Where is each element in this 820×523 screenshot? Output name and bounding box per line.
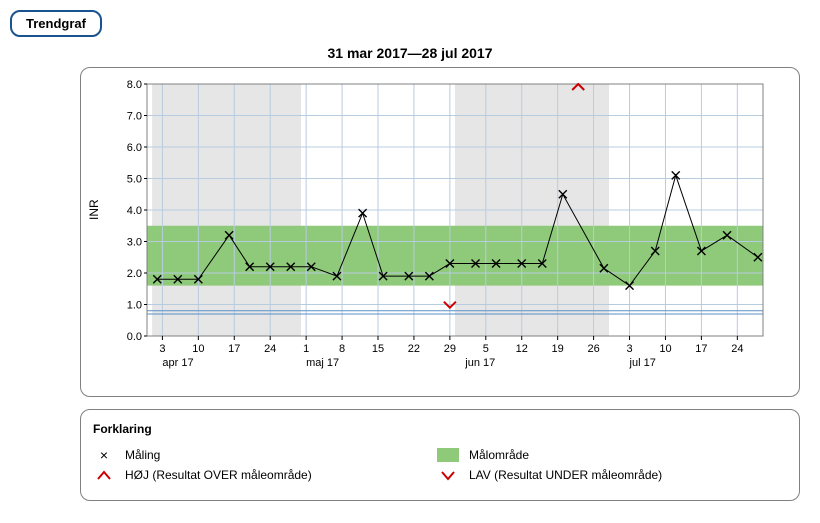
svg-text:10: 10	[659, 343, 671, 355]
legend-item-target: Målområde	[437, 448, 781, 462]
y-axis-label: INR	[87, 199, 101, 220]
svg-text:4.0: 4.0	[127, 205, 142, 217]
tab-trendgraf[interactable]: Trendgraf	[10, 10, 102, 37]
svg-text:26: 26	[587, 343, 599, 355]
legend-title: Forklaring	[93, 422, 781, 436]
svg-text:5.0: 5.0	[127, 174, 142, 186]
svg-text:3: 3	[626, 343, 632, 355]
svg-text:1: 1	[303, 343, 309, 355]
legend-label: LAV (Resultat UNDER måleområde)	[469, 468, 662, 482]
svg-text:19: 19	[552, 343, 564, 355]
svg-text:15: 15	[372, 343, 384, 355]
svg-text:apr 17: apr 17	[162, 357, 193, 369]
svg-text:24: 24	[731, 343, 743, 355]
legend-label: Måling	[125, 448, 160, 462]
legend-item-measurement: × Måling	[93, 448, 437, 462]
svg-text:5: 5	[483, 343, 489, 355]
caret-down-icon	[437, 468, 459, 482]
svg-text:17: 17	[695, 343, 707, 355]
svg-text:10: 10	[192, 343, 204, 355]
target-swatch-icon	[437, 448, 459, 462]
tab-label: Trendgraf	[26, 16, 86, 31]
svg-text:8.0: 8.0	[127, 80, 142, 91]
svg-text:0.0: 0.0	[127, 331, 142, 343]
svg-text:7.0: 7.0	[127, 111, 142, 123]
svg-text:2.0: 2.0	[127, 268, 142, 280]
svg-text:3.0: 3.0	[127, 237, 142, 249]
legend-item-low: LAV (Resultat UNDER måleområde)	[437, 468, 781, 482]
svg-text:22: 22	[408, 343, 420, 355]
svg-text:6.0: 6.0	[127, 142, 142, 154]
svg-text:3: 3	[159, 343, 165, 355]
svg-text:maj 17: maj 17	[306, 357, 339, 369]
legend-label: Målområde	[469, 448, 529, 462]
caret-up-icon	[93, 468, 115, 482]
svg-text:8: 8	[339, 343, 345, 355]
chart-panel: INR 0.0 1.0 2.0 3.0 4.0 5.0 6.0 7.0 8.0 3 10 17 24 1 8…	[80, 67, 800, 397]
svg-text:29: 29	[444, 343, 456, 355]
svg-text:jun 17: jun 17	[464, 357, 495, 369]
x-marker-icon: ×	[93, 448, 115, 462]
svg-text:24: 24	[264, 343, 276, 355]
trend-chart: 0.0 1.0 2.0 3.0 4.0 5.0 6.0 7.0 8.0 3 10 17 24 1 8 15 22…	[117, 80, 767, 380]
legend-panel: Forklaring × Måling Målområde HØJ (Resul…	[80, 409, 800, 501]
legend-label: HØJ (Resultat OVER måleområde)	[125, 468, 312, 482]
chart-title: 31 mar 2017—28 jul 2017	[10, 45, 810, 61]
legend-item-high: HØJ (Resultat OVER måleområde)	[93, 468, 437, 482]
svg-text:jul 17: jul 17	[629, 357, 656, 369]
svg-text:12: 12	[516, 343, 528, 355]
svg-text:1.0: 1.0	[127, 300, 142, 312]
svg-text:17: 17	[228, 343, 240, 355]
